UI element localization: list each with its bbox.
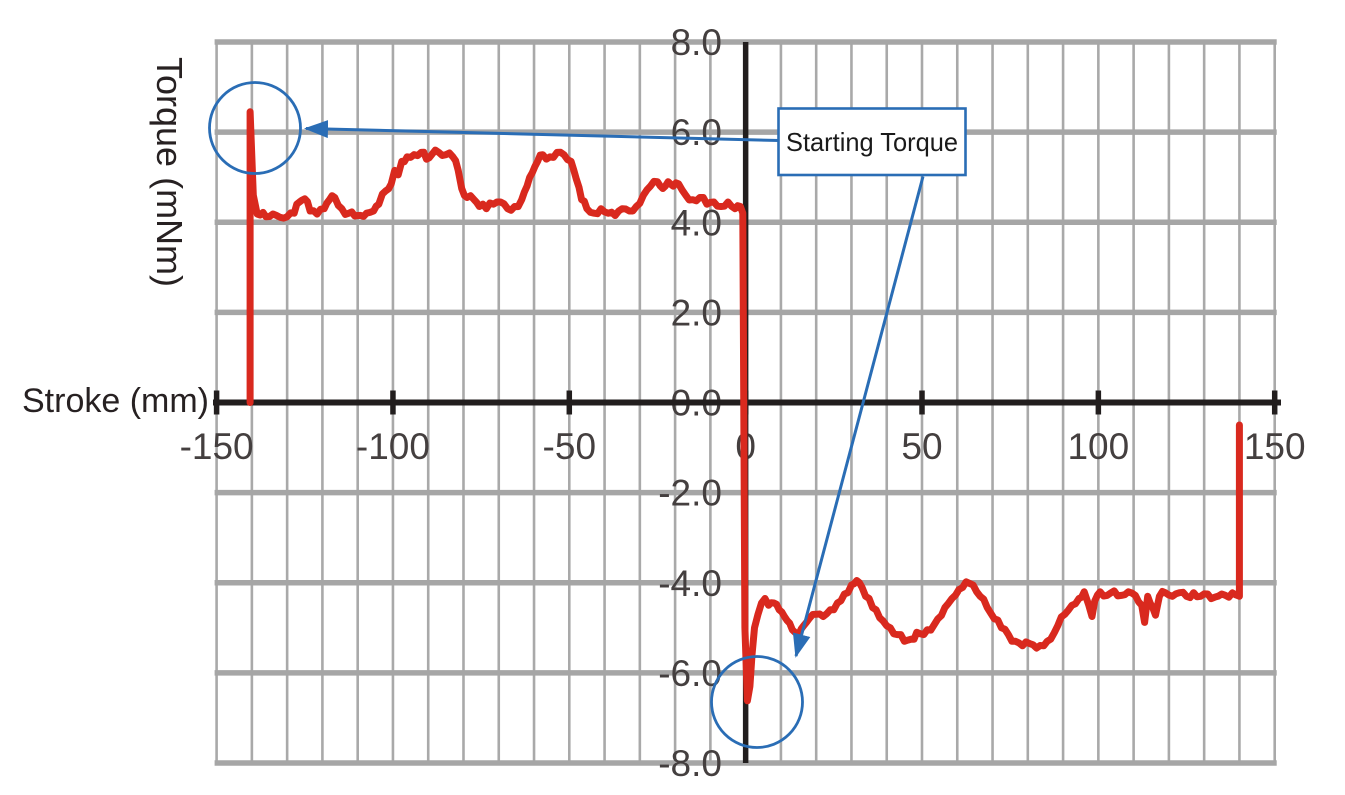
y-tick-label: 8.0 bbox=[671, 22, 722, 63]
x-axis-tick-labels: -150-100-50050100150 bbox=[180, 426, 1306, 467]
circle-marker-top-spike bbox=[208, 81, 302, 175]
x-tick-label: -150 bbox=[180, 426, 254, 467]
arrow-to-bottom-spike bbox=[792, 176, 925, 658]
x-tick-label: 150 bbox=[1244, 426, 1306, 467]
y-axis-title: Torque (mNm) bbox=[149, 57, 190, 287]
torque-trace-line bbox=[246, 108, 1243, 705]
arrow-to-top-spike bbox=[304, 120, 780, 142]
x-tick-label: 50 bbox=[901, 426, 942, 467]
y-tick-label: -2.0 bbox=[658, 473, 722, 514]
annotations: Starting Torque bbox=[208, 81, 967, 749]
y-tick-label: 4.0 bbox=[671, 202, 722, 243]
y-tick-label: -6.0 bbox=[658, 653, 722, 694]
y-axis-tick-labels: 8.06.04.02.00.0-2.0-4.0-6.0-8.0 bbox=[658, 22, 722, 784]
callout-label: Starting Torque bbox=[786, 127, 958, 157]
x-tick-label: -100 bbox=[356, 426, 430, 467]
y-tick-label: 6.0 bbox=[671, 112, 722, 153]
x-tick-label: -50 bbox=[543, 426, 596, 467]
x-axis-title: Stroke (mm) bbox=[22, 382, 209, 420]
y-tick-label: -8.0 bbox=[658, 743, 722, 784]
x-tick-label: 100 bbox=[1067, 426, 1129, 467]
y-tick-label: 2.0 bbox=[671, 292, 722, 333]
starting-torque-callout: Starting Torque bbox=[777, 107, 967, 177]
y-tick-label: -4.0 bbox=[658, 563, 722, 604]
callout-box bbox=[777, 107, 967, 177]
circle-marker-bottom-spike bbox=[710, 655, 804, 749]
